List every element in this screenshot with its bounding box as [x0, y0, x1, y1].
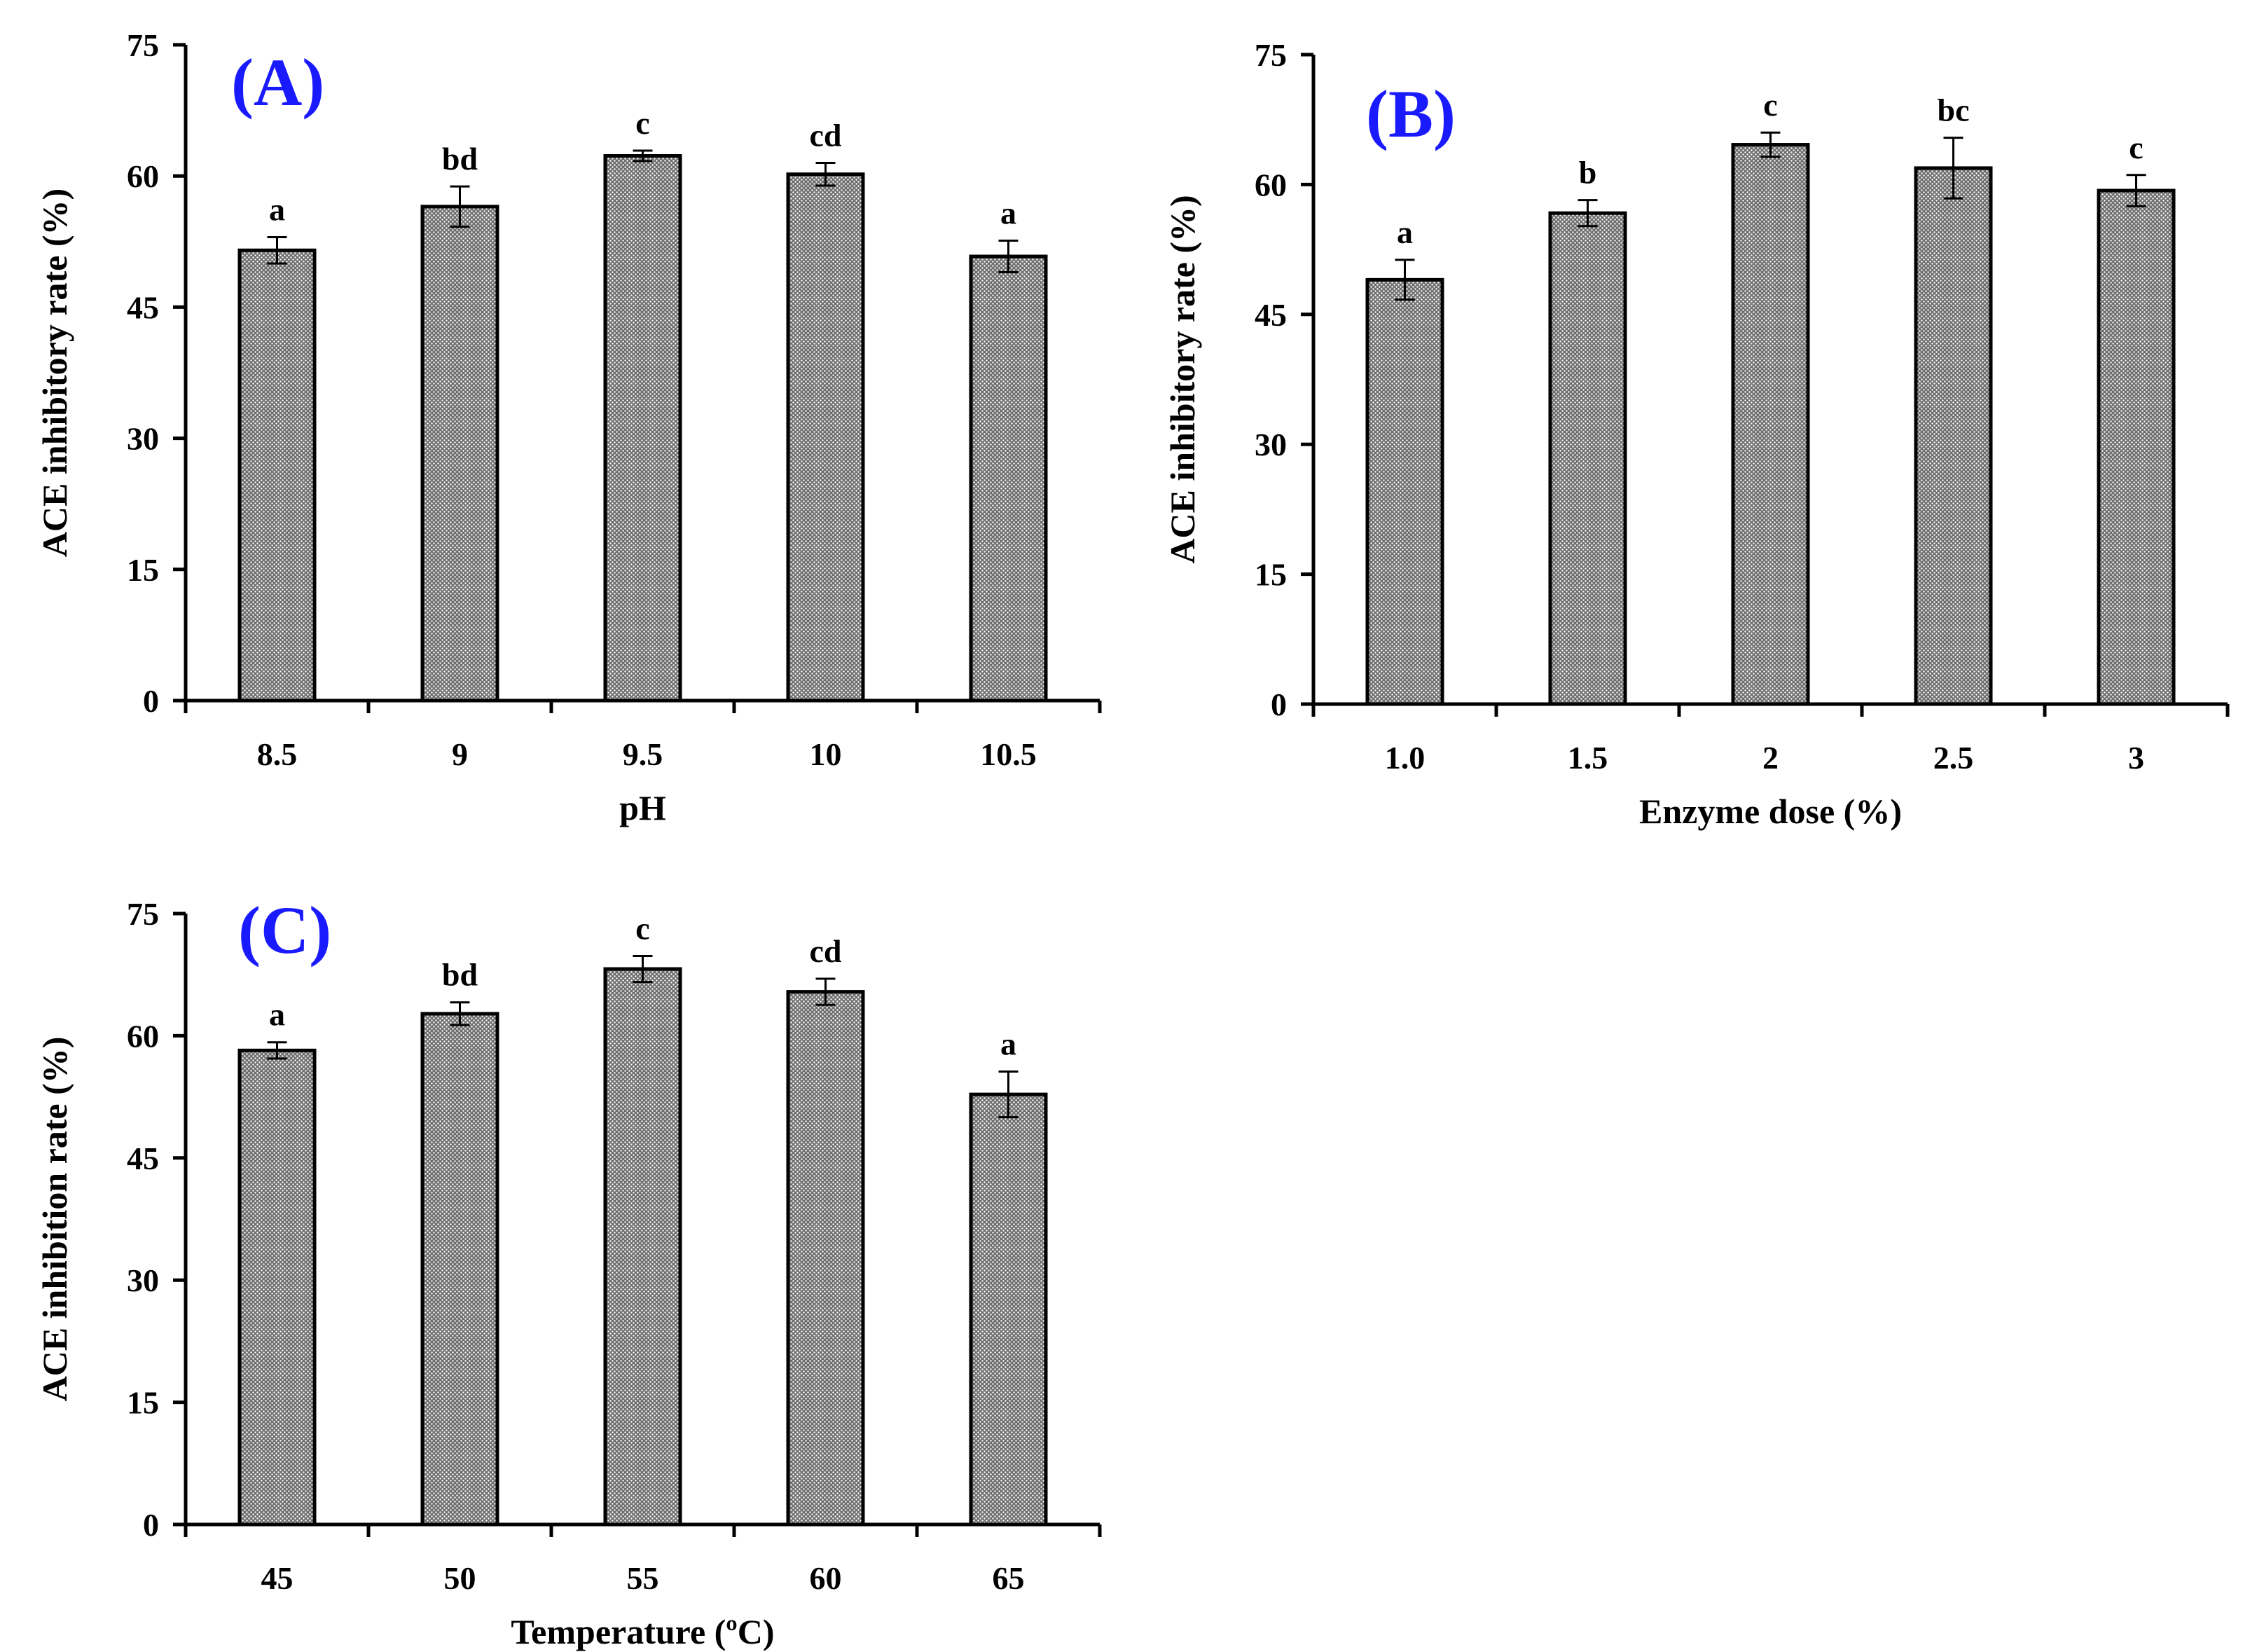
- y-tick-label-c-5: 75: [127, 896, 159, 932]
- bar-b-1: [1548, 211, 1627, 706]
- x-axis-title-b: Enzyme dose (%): [1639, 792, 1902, 831]
- y-tick-label-b-5: 75: [1255, 37, 1287, 73]
- y-tick-label-a-0: 0: [143, 683, 159, 719]
- significance-label-a-2: c: [635, 105, 649, 141]
- y-tick-label-c-0: 0: [143, 1507, 159, 1543]
- y-tick-label-c-3: 45: [127, 1141, 159, 1176]
- significance-label-a-1: bd: [442, 141, 478, 177]
- x-tick-label-b-4: 3: [2128, 740, 2144, 776]
- chart-panel-c: ACE inhibition rate (%) Temperature (ºC)…: [35, 893, 1102, 1651]
- panel-label-b: (B): [1366, 76, 1456, 151]
- significance-label-b-4: c: [2129, 130, 2143, 165]
- significance-label-b-1: b: [1579, 155, 1597, 191]
- y-tick-label-b-3: 45: [1255, 297, 1287, 333]
- y-tick-label-b-4: 60: [1255, 167, 1287, 202]
- x-tick-label-c-2: 55: [627, 1560, 659, 1596]
- y-tick-label-b-0: 0: [1271, 687, 1287, 722]
- significance-label-a-3: cd: [810, 117, 842, 153]
- x-tick-label-b-3: 2.5: [1933, 740, 1974, 776]
- x-tick-label-a-4: 10.5: [980, 736, 1037, 772]
- bar-c-1: [420, 1012, 499, 1527]
- panel-label-c: (C): [238, 893, 331, 968]
- significance-label-c-4: a: [1000, 1026, 1016, 1062]
- panel-label-a: (A): [231, 45, 324, 120]
- significance-label-c-2: c: [635, 910, 649, 946]
- y-tick-label-c-1: 15: [127, 1385, 159, 1421]
- y-tick-label-a-3: 45: [127, 289, 159, 325]
- x-axis-title-a: pH: [619, 788, 666, 827]
- chart-panel-a: ACE inhibitory rate (%) pH (A) a 8.5 bd 9 c 9…: [35, 27, 1102, 827]
- bar-a-2: [603, 153, 682, 703]
- significance-label-c-0: a: [269, 997, 285, 1033]
- y-tick-label-b-1: 15: [1255, 557, 1287, 593]
- bar-b-3: [1914, 166, 1993, 706]
- y-tick-label-a-4: 60: [127, 158, 159, 194]
- significance-label-c-3: cd: [810, 933, 842, 969]
- y-axis-title-c: ACE inhibition rate (%): [35, 1037, 74, 1402]
- bar-a-4: [969, 254, 1048, 703]
- x-tick-label-a-2: 9.5: [623, 736, 663, 772]
- chart-panel-b: ACE inhibitory rate (%) Enzyme dose (%) …: [1163, 37, 2230, 831]
- x-tick-label-a-0: 8.5: [257, 736, 298, 772]
- significance-label-a-0: a: [269, 192, 285, 228]
- x-tick-label-c-0: 45: [261, 1560, 294, 1596]
- x-tick-label-a-3: 10: [810, 736, 842, 772]
- significance-label-a-4: a: [1000, 195, 1016, 231]
- y-tick-label-c-4: 60: [127, 1018, 159, 1054]
- y-tick-label-c-2: 30: [127, 1262, 159, 1298]
- bar-a-0: [237, 248, 317, 703]
- bar-a-3: [786, 172, 865, 703]
- bar-c-3: [786, 990, 865, 1527]
- y-tick-label-a-5: 75: [127, 27, 159, 63]
- significance-label-c-1: bd: [442, 957, 478, 993]
- bar-c-2: [603, 967, 682, 1527]
- significance-label-b-2: c: [1763, 87, 1777, 123]
- y-tick-label-a-1: 15: [127, 552, 159, 588]
- x-axis-title-c: Temperature (ºC): [511, 1612, 774, 1651]
- y-axis-title-a: ACE inhibitory rate (%): [35, 188, 74, 557]
- x-tick-label-b-2: 2: [1762, 740, 1779, 776]
- x-tick-label-b-1: 1.5: [1568, 740, 1608, 776]
- y-axis-title-b: ACE inhibitory rate (%): [1163, 195, 1202, 563]
- bar-a-1: [420, 205, 499, 703]
- y-tick-label-a-2: 30: [127, 421, 159, 457]
- x-tick-label-c-1: 50: [444, 1560, 476, 1596]
- x-tick-label-c-4: 65: [993, 1560, 1025, 1596]
- x-tick-label-c-3: 60: [810, 1560, 842, 1596]
- bar-b-0: [1365, 277, 1444, 706]
- significance-label-b-3: bc: [1938, 92, 1970, 128]
- bar-b-4: [2097, 188, 2176, 706]
- significance-label-b-0: a: [1397, 214, 1413, 250]
- bar-c-4: [969, 1092, 1048, 1527]
- y-tick-label-b-2: 30: [1255, 427, 1287, 462]
- x-tick-label-b-0: 1.0: [1385, 740, 1426, 776]
- x-tick-label-a-1: 9: [452, 736, 468, 772]
- bar-c-0: [237, 1048, 317, 1527]
- bar-b-2: [1731, 143, 1810, 706]
